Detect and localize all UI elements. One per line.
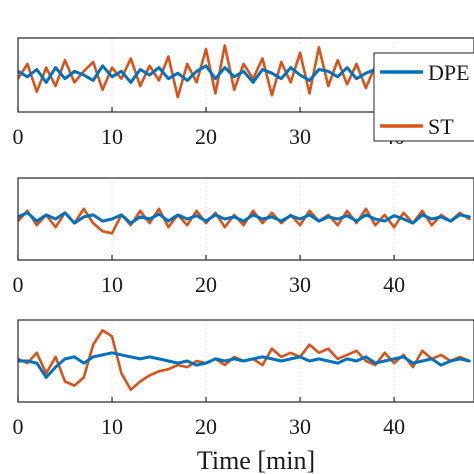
x-tick-label: 20 — [195, 272, 217, 297]
x-tick-label: 40 — [383, 414, 405, 439]
panel-2: 0 10 20 30 40 — [13, 177, 474, 297]
axes-frame — [17, 177, 474, 261]
legend-label-dpe: DPE — [428, 60, 470, 85]
x-tick-label: 20 — [195, 414, 217, 439]
x-tick-label: 40 — [383, 272, 405, 297]
x-tick-label: 20 — [195, 124, 217, 149]
panel-3: 0 10 20 30 40 — [13, 319, 474, 439]
series-line-dpe — [18, 211, 471, 225]
x-axis-title: Time [min] — [197, 446, 315, 474]
series-line-st — [18, 207, 471, 235]
x-tick-label: 30 — [289, 414, 311, 439]
axes-frame — [17, 37, 474, 113]
x-tick-label: 10 — [101, 414, 123, 439]
x-tick-label: 30 — [289, 272, 311, 297]
x-tick-label: 0 — [13, 124, 24, 149]
series-line-dpe — [18, 351, 471, 379]
panels: 010203040010203040010203040 — [13, 37, 474, 439]
x-tick-label: 30 — [289, 124, 311, 149]
axes-frame — [17, 319, 474, 403]
legend-label-st: ST — [428, 114, 454, 139]
x-tick-label: 10 — [101, 124, 123, 149]
x-tick-label: 10 — [101, 272, 123, 297]
x-tick-label: 0 — [13, 272, 24, 297]
x-tick-label: 0 — [13, 414, 24, 439]
legend: DPE ST — [373, 52, 474, 142]
